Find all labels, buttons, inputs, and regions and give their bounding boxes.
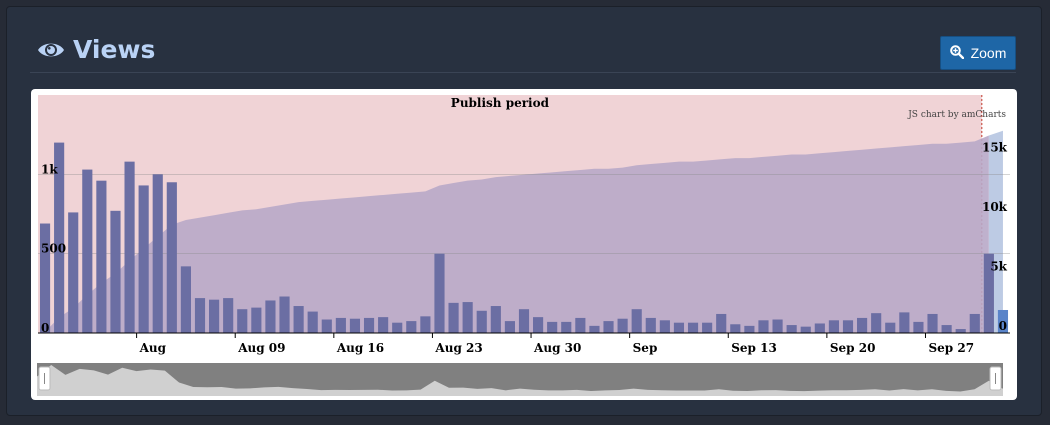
bar xyxy=(941,325,952,333)
bar xyxy=(54,142,65,333)
bar xyxy=(237,309,248,333)
bar xyxy=(349,318,361,333)
bar xyxy=(617,318,628,333)
bar xyxy=(448,302,459,333)
amcharts-credit: JS chart by amCharts xyxy=(907,110,1006,120)
bar xyxy=(307,311,318,333)
bar xyxy=(828,320,839,333)
bar xyxy=(997,309,1009,333)
bar xyxy=(166,182,177,333)
y-right-tick-label: 5k xyxy=(990,260,1007,274)
bar xyxy=(504,321,515,333)
y-left-tick-label: 1k xyxy=(41,162,58,176)
bar xyxy=(279,296,290,333)
bar xyxy=(490,306,501,333)
bar xyxy=(518,309,530,333)
y-left-tick-label: 0 xyxy=(41,321,49,335)
bar xyxy=(983,253,994,333)
bar xyxy=(969,313,980,333)
x-tick-label: Aug 16 xyxy=(336,341,384,355)
series-area-total-views xyxy=(45,135,989,333)
x-tick-label: Sep 20 xyxy=(830,341,876,355)
bar xyxy=(533,317,544,333)
bar xyxy=(955,329,966,333)
bar xyxy=(363,317,375,333)
bar xyxy=(392,322,403,333)
x-tick-label: Sep 27 xyxy=(928,341,974,355)
zoom-button-label: Zoom xyxy=(970,45,1007,61)
bar xyxy=(124,161,135,333)
bar xyxy=(82,169,93,333)
bar xyxy=(335,317,346,333)
bar xyxy=(702,322,713,333)
bar xyxy=(251,307,262,333)
x-tick-label: Sep 13 xyxy=(731,341,777,355)
publish-period-label: Publish period xyxy=(451,96,550,110)
bar xyxy=(857,317,868,333)
x-tick-label: Sep xyxy=(633,341,658,355)
y-right-tick-label: 10k xyxy=(982,200,1008,214)
bar xyxy=(814,323,825,333)
y-right-tick-label: 15k xyxy=(982,141,1008,155)
zoom-button[interactable]: Zoom xyxy=(940,36,1016,70)
bar xyxy=(293,306,304,333)
panel-title-text: Views xyxy=(73,35,156,64)
bar xyxy=(476,310,487,333)
x-tick-label: Aug xyxy=(139,341,167,355)
bar xyxy=(378,317,389,333)
y-right-tick-label: 0 xyxy=(999,319,1007,333)
bar xyxy=(406,321,417,333)
bar xyxy=(96,180,107,333)
bar xyxy=(716,313,727,333)
bar xyxy=(730,324,741,333)
views-chart: Publish period 0 500 1k 0 5k 10k 15k Aug Aug 09 Au… xyxy=(31,89,1017,400)
bar xyxy=(772,319,783,333)
eye-icon xyxy=(37,40,65,60)
bar xyxy=(194,298,206,333)
x-tick-label: Aug 23 xyxy=(434,341,482,355)
bar xyxy=(687,322,699,333)
x-tick-label: Aug 09 xyxy=(237,341,285,355)
bar xyxy=(899,312,910,333)
bar xyxy=(152,174,163,333)
bar xyxy=(645,317,656,333)
y-left-tick-label: 500 xyxy=(41,242,66,256)
bar xyxy=(321,319,332,333)
bar xyxy=(631,309,642,333)
bar xyxy=(223,298,234,333)
bar xyxy=(659,320,670,333)
bar xyxy=(209,299,220,333)
bar xyxy=(786,325,797,333)
bar xyxy=(871,313,882,333)
bar xyxy=(180,266,191,333)
bar xyxy=(603,321,614,333)
bar xyxy=(39,223,51,333)
bar xyxy=(744,325,755,333)
bar xyxy=(913,321,924,333)
bar xyxy=(673,322,685,333)
bar xyxy=(800,326,811,333)
bar xyxy=(927,313,938,333)
bar xyxy=(575,317,586,333)
scrollbar-preview-graph xyxy=(37,365,1003,396)
bar xyxy=(547,321,558,333)
bar xyxy=(561,321,572,333)
bar xyxy=(885,322,896,333)
zoom-icon xyxy=(949,44,964,62)
bar xyxy=(589,325,600,333)
bar xyxy=(434,253,445,333)
x-tick-label: Aug 30 xyxy=(533,341,581,355)
bar xyxy=(842,320,854,333)
bar xyxy=(758,320,769,333)
chart-svg: Publish period 0 500 1k 0 5k 10k 15k Aug Aug 09 Au… xyxy=(37,95,1010,396)
bar xyxy=(265,300,276,333)
bar xyxy=(138,185,149,333)
bar xyxy=(420,316,431,333)
title-divider xyxy=(30,72,1016,73)
bar xyxy=(462,302,473,333)
panel-title: Views xyxy=(37,35,155,64)
bar xyxy=(110,210,121,333)
bar xyxy=(68,212,79,333)
